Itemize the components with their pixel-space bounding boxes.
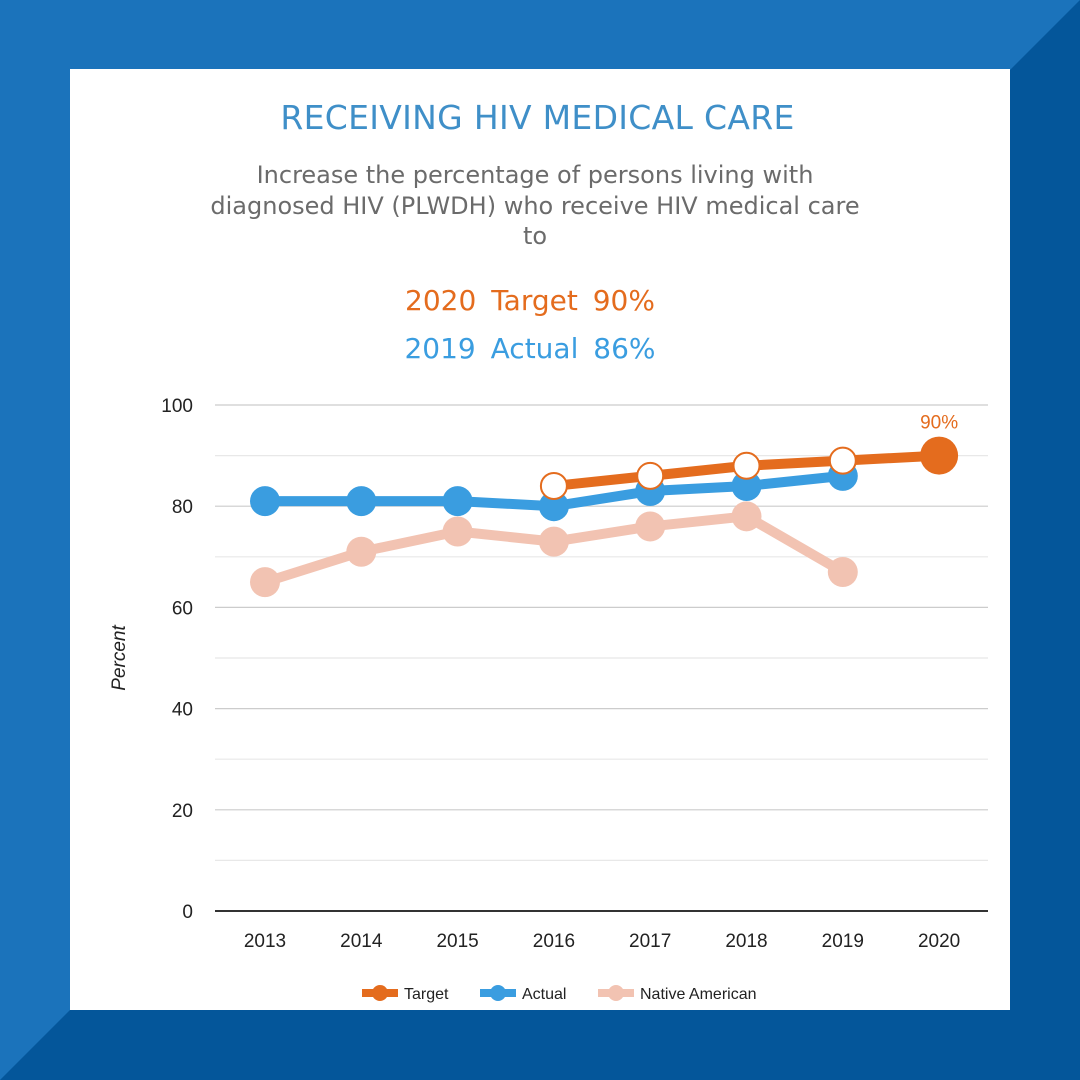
data-point <box>250 567 280 598</box>
target-kpi: 2020 Target 90% <box>405 284 655 317</box>
legend-swatch-marker <box>372 985 388 1001</box>
actual-kpi: 2019 Actual 86% <box>404 332 656 365</box>
legend-swatch-marker <box>490 985 506 1001</box>
y-axis-label: Percent <box>109 625 130 691</box>
data-point <box>731 501 762 532</box>
data-point <box>442 486 473 517</box>
x-tick-label: 2013 <box>244 931 286 952</box>
data-label: 90% <box>920 413 958 434</box>
annotations: 90% <box>920 413 958 434</box>
legend-item: Actual <box>480 985 566 1003</box>
x-axis-ticks: 2013 2014 2015 2016 2017 2018 2019 2020 <box>244 931 960 952</box>
legend: Target Actual Native American <box>362 985 757 1003</box>
data-point <box>250 486 280 517</box>
data-point <box>538 491 569 522</box>
chart-subtitle: Increase the percentage of persons livin… <box>210 161 860 250</box>
x-tick-label: 2019 <box>822 931 864 952</box>
data-point <box>731 470 762 501</box>
y-tick-label: 80 <box>172 497 193 518</box>
x-tick-label: 2015 <box>436 931 478 952</box>
legend-label: Actual <box>522 986 566 1003</box>
data-point <box>827 556 858 587</box>
data-point <box>538 526 569 557</box>
x-tick-label: 2017 <box>629 931 671 952</box>
x-tick-label: 2016 <box>533 931 575 952</box>
y-tick-label: 0 <box>182 902 193 923</box>
legend-swatch-marker <box>608 985 624 1001</box>
data-point <box>346 486 377 517</box>
series-target <box>539 436 959 500</box>
y-tick-label: 60 <box>172 598 193 619</box>
data-point <box>539 471 568 500</box>
series-native-american <box>250 501 858 598</box>
data-point <box>346 536 377 567</box>
legend-item: Native American <box>598 985 757 1003</box>
x-tick-label: 2018 <box>725 931 767 952</box>
legend-item: Target <box>362 985 449 1003</box>
data-point <box>442 516 473 547</box>
data-point <box>732 451 761 480</box>
data-point <box>635 511 666 542</box>
legend-label: Native American <box>640 986 757 1003</box>
data-point <box>920 436 959 475</box>
y-tick-label: 20 <box>172 801 193 822</box>
x-tick-label: 2014 <box>340 931 383 952</box>
series-layer <box>250 436 959 598</box>
data-point <box>828 446 857 475</box>
y-tick-label: 100 <box>161 396 193 417</box>
y-axis-ticks: 0 20 40 60 80 100 <box>161 396 193 923</box>
x-tick-label: 2020 <box>918 931 960 952</box>
legend-label: Target <box>404 986 449 1003</box>
data-point <box>636 461 665 490</box>
y-tick-label: 40 <box>172 700 193 721</box>
chart-title: RECEIVING HIV MEDICAL CARE <box>280 98 795 137</box>
